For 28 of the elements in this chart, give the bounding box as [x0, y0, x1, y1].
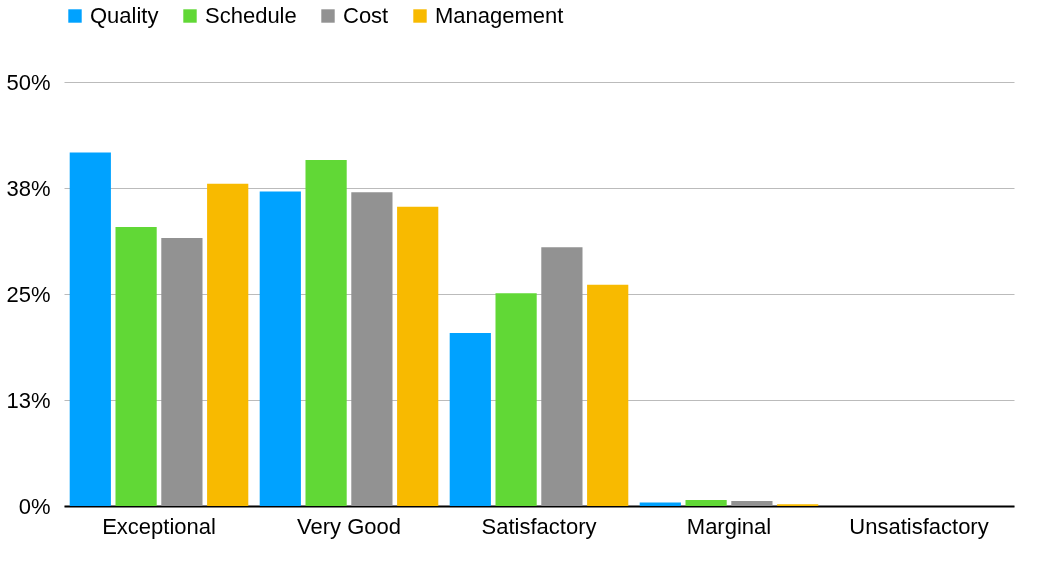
x-tick-label: Very Good — [297, 513, 401, 539]
x-tick-label: Satisfactory — [481, 513, 597, 539]
legend-label: Cost — [343, 3, 389, 28]
x-tick-label: Marginal — [686, 513, 772, 539]
bar — [397, 206, 439, 506]
legend-label: Schedule — [205, 3, 297, 28]
legend-label: Management — [435, 3, 564, 28]
y-tick-label: 13% — [6, 387, 51, 413]
bar — [115, 227, 157, 506]
x-tick-label: Exceptional — [102, 513, 216, 539]
bar — [685, 500, 727, 506]
bar — [587, 284, 629, 506]
legend-label: Quality — [90, 3, 159, 28]
x-tick-label: Unsatisfactory — [849, 513, 989, 539]
bar — [541, 247, 583, 506]
y-tick-label: 0% — [18, 493, 51, 519]
y-tick-label: 25% — [6, 281, 51, 307]
bar — [449, 333, 491, 506]
bar — [351, 192, 393, 506]
bar — [259, 191, 301, 506]
y-tick-label: 50% — [6, 69, 51, 95]
bar — [69, 152, 111, 506]
y-tick-label: 38% — [6, 175, 51, 201]
bar — [207, 183, 249, 506]
bar — [495, 293, 537, 506]
bar — [305, 160, 347, 506]
bar — [731, 500, 773, 506]
bar — [161, 238, 203, 506]
